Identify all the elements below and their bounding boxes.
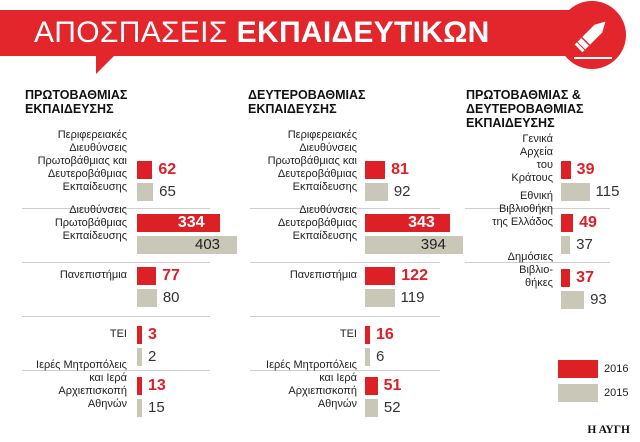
bar-2016 xyxy=(137,214,220,232)
bar-2015 xyxy=(365,236,463,254)
bar-2015 xyxy=(137,236,237,254)
bar-2016 xyxy=(365,267,396,285)
category-label: Ιερές Μητροπόλεις και Ιερά Αρχιεπισκοπή … xyxy=(266,359,357,410)
title-part-2: ΕΚΠΑΙΔΕΥΤΙΚΩΝ xyxy=(236,16,490,49)
category-label: ΤΕΙ xyxy=(109,328,127,340)
column-heading-primary: ΠΡΩΤΟΒΑΘΜΙΑΣ ΕΚΠΑΙΔΕΥΣΗΣ xyxy=(25,88,128,116)
row-separator xyxy=(465,262,610,263)
category-label: Περιφερειακές Διευθύνσεις Πρωτοβάθμιας κ… xyxy=(267,129,357,193)
bar-2016 xyxy=(365,161,386,179)
row-separator xyxy=(250,262,440,263)
value-label-2015: 52 xyxy=(383,399,401,416)
value-label-2015: 37 xyxy=(576,236,593,253)
legend-swatch-2016 xyxy=(558,360,598,378)
column-heading-secondary: ΔΕΥΤΕΡΟΒΑΘΜΙΑΣ ΕΚΠΑΙΔΕΥΣΗΣ xyxy=(248,88,366,116)
bar-2016 xyxy=(561,269,571,287)
banner-ribbon xyxy=(0,10,580,74)
category-label: Πανεπιστήμια xyxy=(59,269,127,281)
bar-2015 xyxy=(561,236,571,254)
value-label-2016: 343 xyxy=(408,214,435,231)
value-label-2015: 2 xyxy=(148,348,157,365)
value-label-2015: 403 xyxy=(195,236,221,253)
value-label-2015: 92 xyxy=(393,183,411,200)
value-label-2016: 77 xyxy=(162,267,180,284)
value-label-2016: 49 xyxy=(579,214,597,231)
value-label-2015: 6 xyxy=(376,348,385,365)
bar-2015 xyxy=(137,399,142,417)
row-separator xyxy=(250,208,440,209)
row-separator xyxy=(250,316,440,317)
value-label-2016: 16 xyxy=(376,326,394,343)
bar-2015 xyxy=(561,291,585,309)
value-label-2015: 80 xyxy=(162,289,180,306)
title-part-1: ΑΠΟΣΠΑΣΕΙΣ xyxy=(34,16,228,49)
bar-2015 xyxy=(137,348,142,366)
bar-2015 xyxy=(561,183,590,201)
bar-2015 xyxy=(137,183,154,201)
bar-2015 xyxy=(365,289,395,307)
row-separator xyxy=(22,262,210,263)
bar-2016 xyxy=(137,377,142,395)
value-label-2015: 65 xyxy=(159,183,176,200)
bar-2016 xyxy=(365,377,378,395)
column-heading-combined: ΠΡΩΤΟΒΑΘΜΙΑΣ & ΔΕΥΤΕΡΟΒΑΘΜΙΑΣ ΕΚΠΑΙΔΕΥΣΗ… xyxy=(466,88,584,130)
bar-2015 xyxy=(365,348,370,366)
category-label: ΤΕΙ xyxy=(339,328,357,340)
value-label-2016: 81 xyxy=(391,161,409,178)
value-label-2016: 3 xyxy=(148,326,157,343)
row-separator xyxy=(465,208,610,209)
legend-label-2015: 2015 xyxy=(604,387,629,399)
bar-2015 xyxy=(365,183,388,201)
value-label-2015: 119 xyxy=(400,289,425,306)
bar-2016 xyxy=(365,214,451,232)
value-label-2015: 93 xyxy=(590,291,607,308)
category-label: Εθνική Βιβλιοθήκη της Ελλάδος xyxy=(492,190,553,228)
legend-swatch-2015 xyxy=(558,384,598,402)
row-separator xyxy=(22,316,210,317)
value-label-2016: 51 xyxy=(383,377,402,394)
category-label: Γενικά Αρχεία του Κράτους xyxy=(511,133,553,184)
value-label-2015: 15 xyxy=(148,399,165,416)
category-label: Ιερές Μητροπόλεις και Ιερά Αρχιεπισκοπή … xyxy=(36,359,127,410)
row-separator xyxy=(22,208,210,209)
bar-2015 xyxy=(137,289,157,307)
value-label-2016: 39 xyxy=(576,161,595,178)
bar-2016 xyxy=(561,214,574,232)
value-label-2015: 115 xyxy=(595,183,620,200)
page-title: ΑΠΟΣΠΑΣΕΙΣ ΕΚΠΑΙΔΕΥΤΙΚΩΝ xyxy=(34,13,490,53)
bar-2015 xyxy=(365,399,378,417)
row-separator xyxy=(250,370,440,371)
bar-2016 xyxy=(137,267,157,285)
value-label-2016: 13 xyxy=(148,377,166,394)
source-credit: Η ΑΥΓΗ xyxy=(587,424,630,436)
category-label: Διευθύνσεις Πρωτοβάθμιας Εκπαίδευσης xyxy=(54,204,127,242)
value-label-2016: 37 xyxy=(576,269,594,286)
bar-2016 xyxy=(561,161,571,179)
value-label-2016: 122 xyxy=(401,267,428,284)
value-label-2015: 394 xyxy=(420,236,446,253)
category-label: Διευθύνσεις Δευτεροβάθμιας Εκπαίδευσης xyxy=(277,204,357,242)
bar-2016 xyxy=(137,161,153,179)
category-label: Περιφερειακές Διευθύνσεις Πρωτοβάθμιας κ… xyxy=(37,129,127,193)
pencil-icon xyxy=(574,21,606,53)
value-label-2016: 62 xyxy=(158,161,177,178)
bar-2016 xyxy=(365,326,370,344)
row-separator xyxy=(22,370,210,371)
title-banner xyxy=(0,1,626,74)
category-label: Πανεπιστήμια xyxy=(289,269,357,281)
bar-2016 xyxy=(137,326,142,344)
category-label: Δημόσιες Βιβλιο- θήκες xyxy=(507,251,553,289)
value-label-2016: 334 xyxy=(177,214,205,231)
legend-label-2016: 2016 xyxy=(604,363,629,375)
